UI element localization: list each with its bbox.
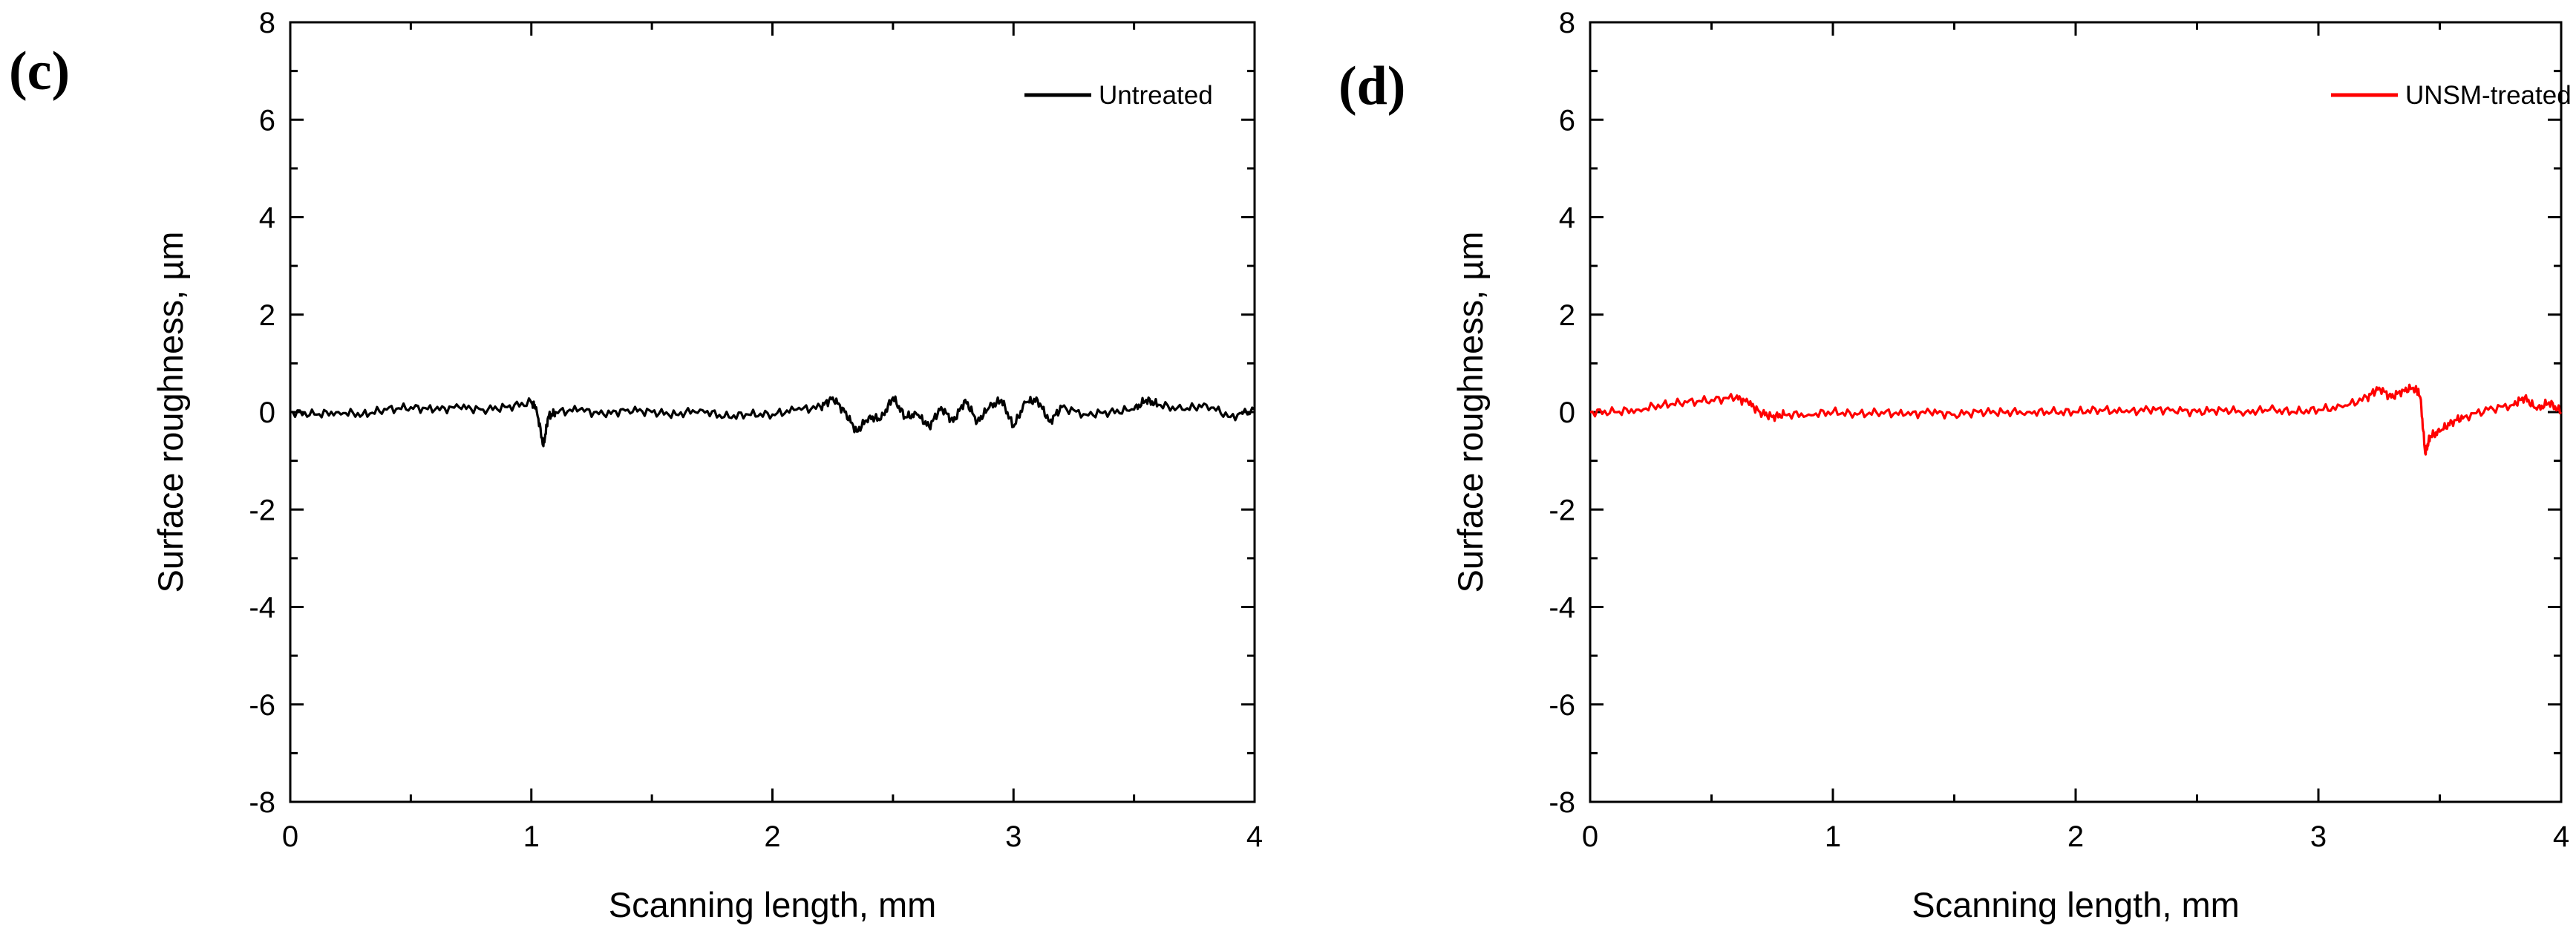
y-tick-label: 6 (259, 104, 275, 137)
legend-label: UNSM-treated (2405, 81, 2572, 110)
x-tick-label: 0 (1582, 820, 1598, 853)
y-tick-label: 4 (259, 202, 275, 235)
y-tick-label: -6 (1549, 689, 1575, 722)
y-tick-label: 4 (1559, 202, 1575, 235)
x-tick-label: 4 (2553, 820, 2569, 853)
y-tick-label: 0 (259, 396, 275, 429)
legend-label: Untreated (1099, 81, 1213, 110)
y-tick-label: 8 (1559, 7, 1575, 39)
y-tick-label: 6 (1559, 104, 1575, 137)
y-tick-label: -8 (249, 786, 275, 819)
x-tick-label: 0 (282, 820, 298, 853)
series-line-unsm-treated (1589, 383, 2563, 456)
y-tick-label: -8 (1549, 786, 1575, 819)
x-axis-title: Scanning length, mm (1912, 885, 2240, 924)
x-tick-label: 2 (764, 820, 780, 853)
y-tick-label: 8 (259, 7, 275, 39)
y-tick-label: -6 (249, 689, 275, 722)
x-tick-label: 1 (1825, 820, 1841, 853)
chart-panel-c: (c) 0 1 2 3 4 -8 -6 -4 -2 0 2 4 6 8 Scanning length, mm… (9, 7, 1263, 924)
panel-label: (d) (1338, 56, 1405, 117)
y-tick-label: -4 (1549, 592, 1575, 624)
y-axis-title: Surface roughness, µm (1451, 232, 1490, 593)
y-tick-label: 2 (1559, 299, 1575, 332)
x-tick-label: 3 (2310, 820, 2327, 853)
y-tick-label: -2 (249, 494, 275, 526)
y-tick-label: 0 (1559, 396, 1575, 429)
x-tick-label: 3 (1005, 820, 1021, 853)
x-tick-label: 1 (523, 820, 540, 853)
x-axis-title: Scanning length, mm (609, 885, 937, 924)
x-tick-label: 2 (2067, 820, 2084, 853)
y-tick-label: -4 (249, 592, 275, 624)
chart-panel-d: (d) 0 1 2 3 4 -8 -6 -4 -2 0 2 4 6 8 Scanning length, mm… (1338, 7, 2572, 924)
panel-label: (c) (9, 41, 70, 102)
y-tick-label: -2 (1549, 494, 1575, 526)
x-tick-label: 4 (1246, 820, 1263, 853)
y-tick-label: 2 (259, 299, 275, 332)
series-line-untreated (290, 395, 1256, 448)
y-axis-title: Surface roughness, µm (151, 232, 190, 593)
